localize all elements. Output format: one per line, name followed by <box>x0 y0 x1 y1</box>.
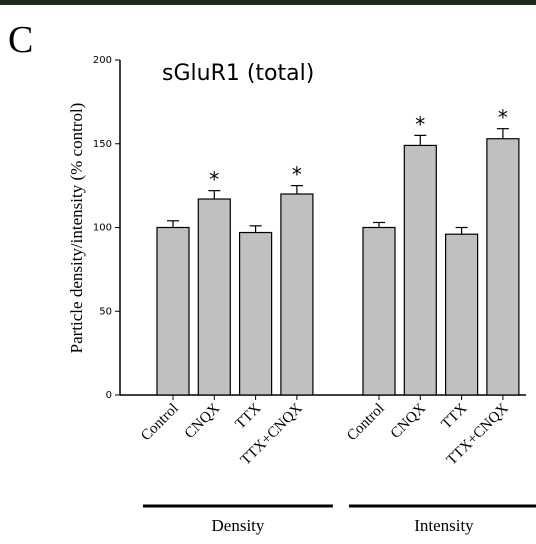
bar <box>487 139 519 395</box>
y-tick-label: 0 <box>106 390 112 401</box>
significance: * <box>292 163 302 187</box>
bar <box>404 145 436 395</box>
x-tick-label: Control <box>138 401 182 445</box>
y-tick-label: 100 <box>93 223 112 234</box>
top-strip <box>0 0 536 5</box>
x-tick-label: Control <box>344 401 388 445</box>
x-tick-label: TTX <box>232 400 264 432</box>
bar <box>281 194 313 395</box>
group-label: Intensity <box>414 516 474 535</box>
y-tick-label: 200 <box>93 55 112 66</box>
x-tick-label: CNQX <box>388 400 429 441</box>
y-axis-label: Particle density/intensity (% control) <box>67 103 86 354</box>
y-tick-label: 50 <box>99 306 112 317</box>
bar <box>157 228 189 396</box>
x-tick-label: CNQX <box>182 400 223 441</box>
bar <box>446 234 478 395</box>
chart: C sGluR1 (total) Particle density/intens… <box>0 0 536 544</box>
y-tick-label: 150 <box>93 139 112 150</box>
significance: * <box>209 168 219 192</box>
bar <box>198 199 230 395</box>
group-label: Density <box>212 516 265 535</box>
significance: * <box>498 106 508 130</box>
x-tick-label: TTX <box>438 400 470 432</box>
significance: * <box>415 112 425 136</box>
panel-label: C <box>8 19 33 61</box>
chart-title: sGluR1 (total) <box>162 61 314 86</box>
bar <box>240 233 272 395</box>
bar <box>363 228 395 396</box>
